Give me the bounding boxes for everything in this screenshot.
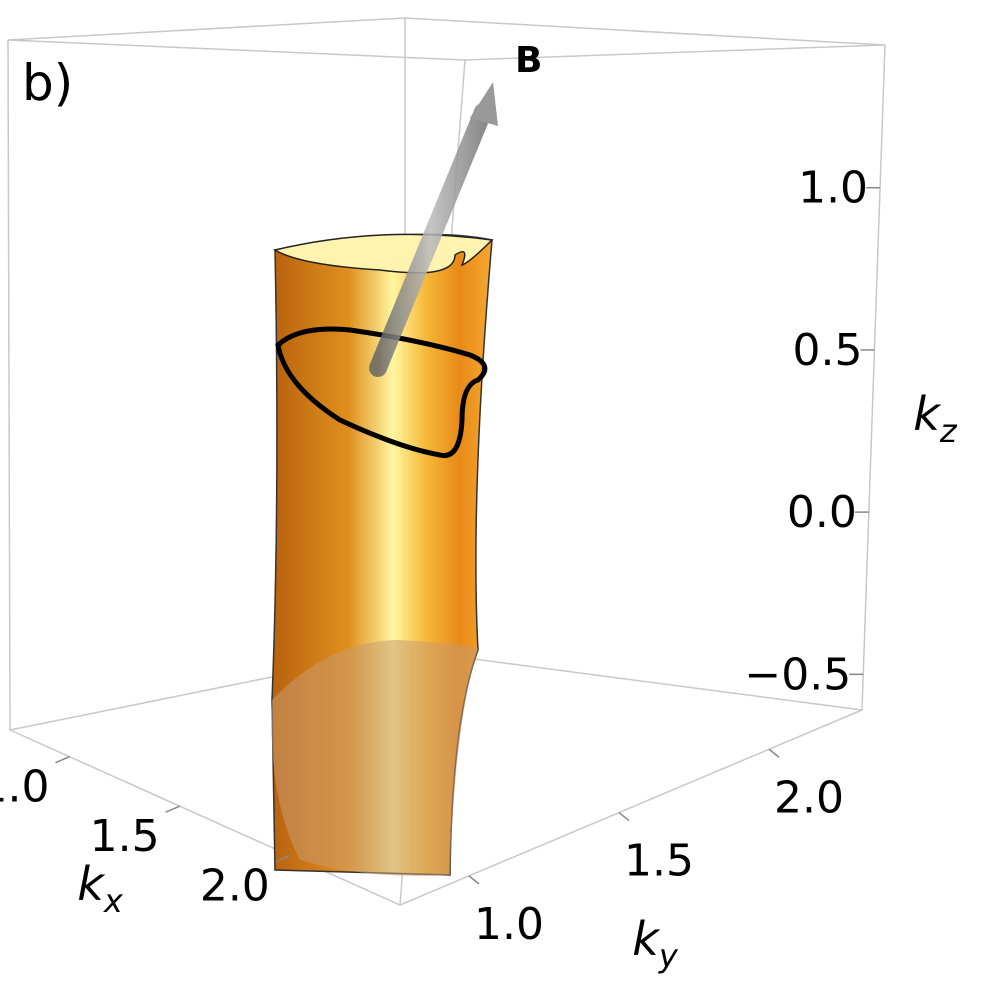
box-edge (7, 39, 11, 731)
tick-mark (55, 756, 70, 764)
z-tick-label: 1.0 (798, 163, 868, 214)
z-tick-label: 0.0 (787, 487, 857, 538)
z-axis-label: kz (913, 387, 958, 450)
y-tick-label: 1.5 (624, 836, 694, 887)
tick-mark (275, 854, 291, 863)
z-tick-label: 0.5 (792, 325, 862, 376)
contour (275, 326, 488, 459)
x-tick-label: 2.0 (200, 861, 270, 912)
tick-mark (618, 811, 630, 822)
box-top (7, 17, 886, 61)
fermi-surface (271, 233, 494, 876)
y-tick-label: 1.0 (474, 899, 544, 950)
x-tick-label: 1.5 (90, 811, 160, 862)
x-tick-label: 1.0 (0, 762, 49, 813)
annotation: B (515, 40, 542, 81)
field-arrow (369, 82, 498, 377)
y-axis-label: ky (632, 912, 679, 975)
x-axis-label: kx (77, 857, 124, 920)
label-sub: x (103, 882, 124, 920)
label-sub: y (658, 937, 679, 975)
tick-mark (468, 875, 480, 885)
arrow-shaft (369, 103, 492, 377)
tick-mark (768, 748, 780, 758)
label-base: k (77, 857, 106, 911)
z-tick-label: −0.5 (744, 649, 851, 700)
arrow-head (470, 82, 498, 126)
label-base: k (632, 912, 661, 966)
tick-mark (165, 805, 180, 813)
box-bottom (9, 709, 863, 906)
panel-label: b) (22, 54, 73, 112)
label-base: k (913, 387, 942, 441)
y-tick-label: 2.0 (774, 772, 844, 823)
box-edge (404, 649, 863, 711)
label-sub: z (939, 412, 958, 450)
surface-bottom (271, 640, 479, 876)
box-edge (861, 44, 886, 711)
